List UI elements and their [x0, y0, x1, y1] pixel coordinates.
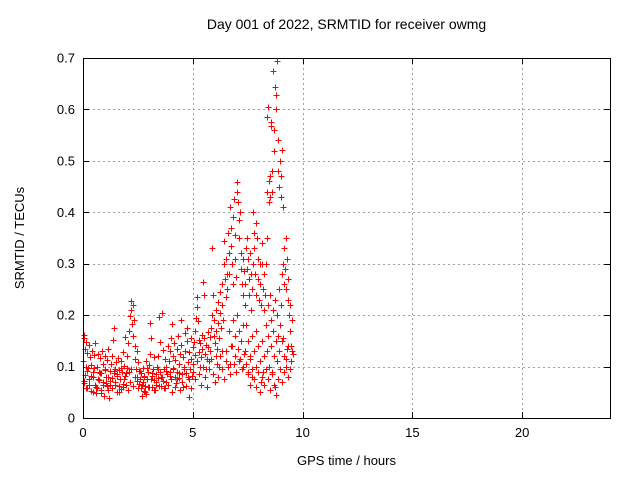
y-tick-label: 0.4 [57, 205, 75, 220]
y-tick-label: 0.1 [57, 359, 75, 374]
x-tick-label: 10 [295, 425, 309, 440]
x-tick-label: 15 [405, 425, 419, 440]
tick-label-layer: 0 5 10 15 20 0 0.1 0.2 0.3 0.4 0.5 0.6 0.7 [57, 51, 529, 441]
y-tick-label: 0.7 [57, 51, 75, 66]
chart-title: Day 001 of 2022, SRMTID for receiver owm… [206, 16, 487, 32]
grid-layer [83, 58, 610, 418]
x-axis-title: GPS time / hours [297, 453, 396, 468]
y-tick-label: 0.2 [57, 308, 75, 323]
x-tick-label: 20 [515, 425, 529, 440]
y-tick-label: 0.3 [57, 256, 75, 271]
plot-border [83, 58, 611, 419]
plot-border-layer [83, 58, 611, 419]
y-tick-label: 0.6 [57, 102, 75, 117]
tick-layer [83, 58, 610, 419]
y-tick-label: 0 [68, 411, 75, 426]
x-tick-label: 5 [189, 425, 196, 440]
y-tick-label: 0.5 [57, 153, 75, 168]
x-tick-label: 0 [79, 425, 86, 440]
